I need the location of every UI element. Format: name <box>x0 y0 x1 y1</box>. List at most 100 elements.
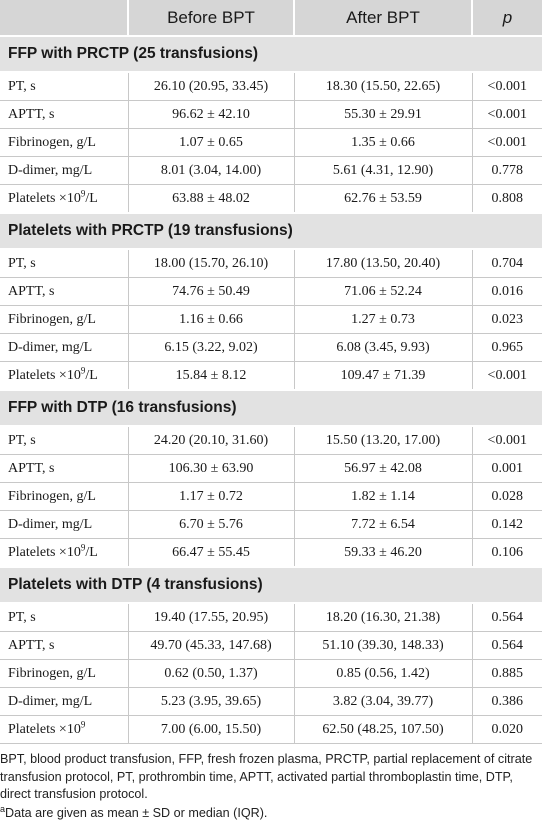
p-value: 0.386 <box>472 688 542 716</box>
row-label-text: Platelets ×10 <box>8 722 81 737</box>
before-bpt-value: 1.17 ± 0.72 <box>128 483 294 511</box>
row-label-text: PT, s <box>8 79 36 94</box>
row-label: Platelets ×109/L <box>0 362 128 391</box>
header-blank <box>0 0 128 36</box>
p-value: 0.016 <box>472 278 542 306</box>
row-label-text: APTT, s <box>8 638 54 653</box>
section-header: FFP with PRCTP (25 transfusions) <box>0 36 542 72</box>
row-label: APTT, s <box>0 278 128 306</box>
p-value: 0.020 <box>472 716 542 744</box>
row-label-text: Platelets ×10 <box>8 191 81 206</box>
after-bpt-value: 3.82 (3.04, 39.77) <box>294 688 472 716</box>
before-bpt-value: 106.30 ± 63.90 <box>128 455 294 483</box>
after-bpt-value: 0.85 (0.56, 1.42) <box>294 660 472 688</box>
row-label-text: Fibrinogen, g/L <box>8 135 96 150</box>
section-header: Platelets with PRCTP (19 transfusions) <box>0 213 542 249</box>
row-label-text: APTT, s <box>8 461 54 476</box>
after-bpt-value: 5.61 (4.31, 12.90) <box>294 157 472 185</box>
header-before-bpt: Before BPT <box>128 0 294 36</box>
p-value: 0.965 <box>472 334 542 362</box>
after-bpt-value: 62.50 (48.25, 107.50) <box>294 716 472 744</box>
after-bpt-value: 62.76 ± 53.59 <box>294 185 472 214</box>
table-notes: BPT, blood product transfusion, FFP, fre… <box>0 744 542 822</box>
header-after-bpt: After BPT <box>294 0 472 36</box>
p-value: 0.885 <box>472 660 542 688</box>
before-bpt-value: 26.10 (20.95, 33.45) <box>128 72 294 101</box>
p-value: <0.001 <box>472 426 542 455</box>
before-bpt-value: 0.62 (0.50, 1.37) <box>128 660 294 688</box>
p-value: 0.778 <box>472 157 542 185</box>
row-label-text: D-dimer, mg/L <box>8 694 92 709</box>
after-bpt-value: 1.27 ± 0.73 <box>294 306 472 334</box>
p-value: 0.023 <box>472 306 542 334</box>
before-bpt-value: 7.00 (6.00, 15.50) <box>128 716 294 744</box>
row-label-text: Fibrinogen, g/L <box>8 489 96 504</box>
row-label-text: D-dimer, mg/L <box>8 163 92 178</box>
row-label-unit: /L <box>85 545 97 560</box>
after-bpt-value: 59.33 ± 46.20 <box>294 539 472 568</box>
row-label: Platelets ×109/L <box>0 539 128 568</box>
after-bpt-value: 51.10 (39.30, 148.33) <box>294 632 472 660</box>
row-label-text: APTT, s <box>8 107 54 122</box>
row-label-text: Fibrinogen, g/L <box>8 666 96 681</box>
row-label-text: APTT, s <box>8 284 54 299</box>
section-title: Platelets with PRCTP (19 transfusions) <box>0 213 542 249</box>
row-label: D-dimer, mg/L <box>0 157 128 185</box>
after-bpt-value: 71.06 ± 52.24 <box>294 278 472 306</box>
before-bpt-value: 15.84 ± 8.12 <box>128 362 294 391</box>
row-label: D-dimer, mg/L <box>0 688 128 716</box>
row-label-text: PT, s <box>8 433 36 448</box>
row-label: APTT, s <box>0 455 128 483</box>
after-bpt-value: 18.30 (15.50, 22.65) <box>294 72 472 101</box>
row-label: PT, s <box>0 72 128 101</box>
table-row: PT, s 26.10 (20.95, 33.45)18.30 (15.50, 2… <box>0 72 542 101</box>
row-label-text: PT, s <box>8 610 36 625</box>
results-table: Before BPT After BPT p FFP with PRCTP (2… <box>0 0 542 744</box>
p-value: 0.001 <box>472 455 542 483</box>
footnote-text: Data are given as mean ± SD or median (I… <box>5 806 267 820</box>
p-value: 0.564 <box>472 603 542 632</box>
row-label: Fibrinogen, g/L <box>0 306 128 334</box>
before-bpt-value: 6.15 (3.22, 9.02) <box>128 334 294 362</box>
after-bpt-value: 55.30 ± 29.91 <box>294 101 472 129</box>
row-label-superscript: 9 <box>81 719 86 729</box>
section-header: FFP with DTP (16 transfusions) <box>0 390 542 426</box>
after-bpt-value: 18.20 (16.30, 21.38) <box>294 603 472 632</box>
after-bpt-value: 17.80 (13.50, 20.40) <box>294 249 472 278</box>
abbreviations-note: BPT, blood product transfusion, FFP, fre… <box>0 751 538 804</box>
p-value: <0.001 <box>472 101 542 129</box>
row-label-text: Platelets ×10 <box>8 545 81 560</box>
row-label-text: Fibrinogen, g/L <box>8 312 96 327</box>
after-bpt-value: 56.97 ± 42.08 <box>294 455 472 483</box>
before-bpt-value: 66.47 ± 55.45 <box>128 539 294 568</box>
before-bpt-value: 24.20 (20.10, 31.60) <box>128 426 294 455</box>
p-value: 0.028 <box>472 483 542 511</box>
row-label-text: Platelets ×10 <box>8 368 81 383</box>
p-value: <0.001 <box>472 72 542 101</box>
p-value: <0.001 <box>472 362 542 391</box>
before-bpt-value: 49.70 (45.33, 147.68) <box>128 632 294 660</box>
footnote: aData are given as mean ± SD or median (… <box>0 805 538 822</box>
row-label-text: D-dimer, mg/L <box>8 517 92 532</box>
row-label: D-dimer, mg/L <box>0 334 128 362</box>
row-label: Fibrinogen, g/L <box>0 129 128 157</box>
table-row: APTT, s 49.70 (45.33, 147.68)51.10 (39.30… <box>0 632 542 660</box>
after-bpt-value: 109.47 ± 71.39 <box>294 362 472 391</box>
row-label-unit: /L <box>85 191 97 206</box>
p-value: 0.808 <box>472 185 542 214</box>
after-bpt-value: 1.82 ± 1.14 <box>294 483 472 511</box>
header-row: Before BPT After BPT p <box>0 0 542 36</box>
before-bpt-value: 63.88 ± 48.02 <box>128 185 294 214</box>
row-label: PT, s <box>0 603 128 632</box>
before-bpt-value: 1.07 ± 0.65 <box>128 129 294 157</box>
